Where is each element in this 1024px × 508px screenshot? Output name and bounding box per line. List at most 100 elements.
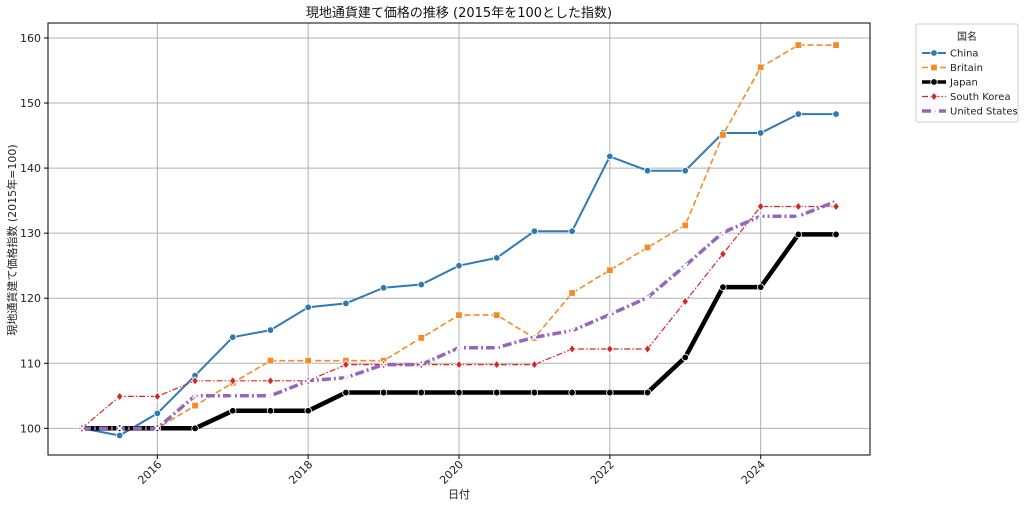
data-point (455, 388, 463, 397)
data-point (116, 425, 123, 432)
data-point (681, 166, 689, 175)
data-point (832, 201, 840, 212)
x-tick-label: 2020 (437, 458, 466, 487)
legend-items: China Britain Japan South Korea United State… (922, 49, 1018, 118)
data-point (757, 213, 764, 220)
data-point (266, 326, 275, 334)
data-point (191, 392, 199, 399)
data-point (229, 333, 237, 341)
data-point (643, 243, 652, 252)
data-point (719, 249, 727, 259)
legend: 国名 China Britain Japan South Korea United St… (915, 23, 1019, 123)
data-point (153, 391, 162, 402)
data-point (681, 296, 690, 307)
legend-label: United States (950, 107, 1018, 118)
data-point (191, 401, 199, 410)
data-point (115, 431, 124, 440)
data-point (682, 262, 689, 269)
data-point (493, 254, 501, 262)
data-point (606, 311, 613, 318)
data-point (78, 425, 86, 432)
data-point (794, 41, 803, 49)
data-point (568, 327, 576, 334)
data-point (455, 261, 463, 270)
data-point (756, 201, 765, 212)
data-point (115, 391, 124, 402)
data-point (493, 344, 500, 351)
data-point (606, 266, 614, 274)
data-point (342, 388, 350, 397)
legend-marker (930, 49, 938, 57)
y-tick-label: 150 (20, 97, 41, 110)
data-point (606, 388, 614, 397)
data-point (756, 63, 765, 71)
data-point (342, 374, 350, 381)
data-point (418, 361, 425, 368)
data-point (266, 356, 275, 365)
data-point (606, 152, 614, 161)
data-point (795, 213, 802, 220)
data-point (379, 284, 388, 292)
x-axis-title: 日付 (448, 488, 470, 501)
data-point (191, 376, 199, 386)
data-point (380, 361, 387, 368)
x-tick-label: 2024 (739, 458, 768, 487)
legend-label: South Korea (950, 92, 1011, 103)
y-axis-title: 現地通貨建て価格指数 (2015年=100) (5, 144, 19, 335)
data-point (417, 388, 425, 397)
legend-item: Britain (922, 63, 983, 74)
data-point (832, 198, 840, 205)
data-point (267, 392, 274, 399)
data-point (643, 388, 652, 397)
series-layer (78, 41, 840, 440)
data-point (756, 283, 765, 291)
legend-title: 国名 (957, 30, 977, 43)
data-point (229, 392, 236, 399)
y-tick-label: 140 (20, 162, 41, 175)
legend-item: Japan (922, 78, 978, 89)
data-point (568, 227, 576, 235)
data-point (832, 230, 840, 239)
series-united-states (78, 198, 840, 432)
data-point (719, 131, 727, 139)
legend-item: United States (922, 107, 1018, 118)
data-point (455, 344, 463, 351)
data-point (681, 221, 689, 230)
legend-item: China (922, 49, 979, 60)
data-point (455, 359, 463, 370)
data-point (191, 424, 199, 433)
data-point (305, 377, 312, 384)
data-point (455, 311, 463, 319)
data-point (342, 359, 350, 370)
data-point (417, 280, 425, 289)
data-point (304, 356, 312, 365)
legend-marker (930, 78, 938, 86)
data-point (644, 294, 651, 301)
x-tick-label: 2022 (588, 458, 617, 487)
legend-label: Japan (949, 78, 978, 89)
data-point (229, 407, 237, 415)
data-point (492, 359, 501, 370)
data-point (719, 229, 727, 236)
chart-title: 現地通貨建て価格の推移 (2015年を100とした指数) (306, 5, 612, 21)
legend-marker (930, 91, 938, 102)
data-point (154, 425, 161, 432)
data-point (794, 110, 803, 118)
x-axis-ticks: 2016 2018 2020 2022 2024 (135, 455, 768, 487)
data-point (493, 388, 501, 397)
data-point (606, 344, 614, 354)
data-point (266, 407, 275, 415)
data-point (568, 289, 576, 297)
data-point (643, 166, 652, 175)
data-point (417, 334, 425, 342)
legend-box (915, 23, 1019, 123)
data-point (530, 388, 539, 397)
data-point (531, 334, 538, 341)
y-tick-label: 100 (20, 422, 41, 435)
y-tick-label: 120 (20, 292, 41, 305)
legend-marker (930, 63, 938, 72)
data-point (304, 303, 312, 312)
legend-marker (930, 107, 938, 115)
y-tick-label: 160 (20, 32, 41, 45)
data-point (643, 344, 652, 354)
